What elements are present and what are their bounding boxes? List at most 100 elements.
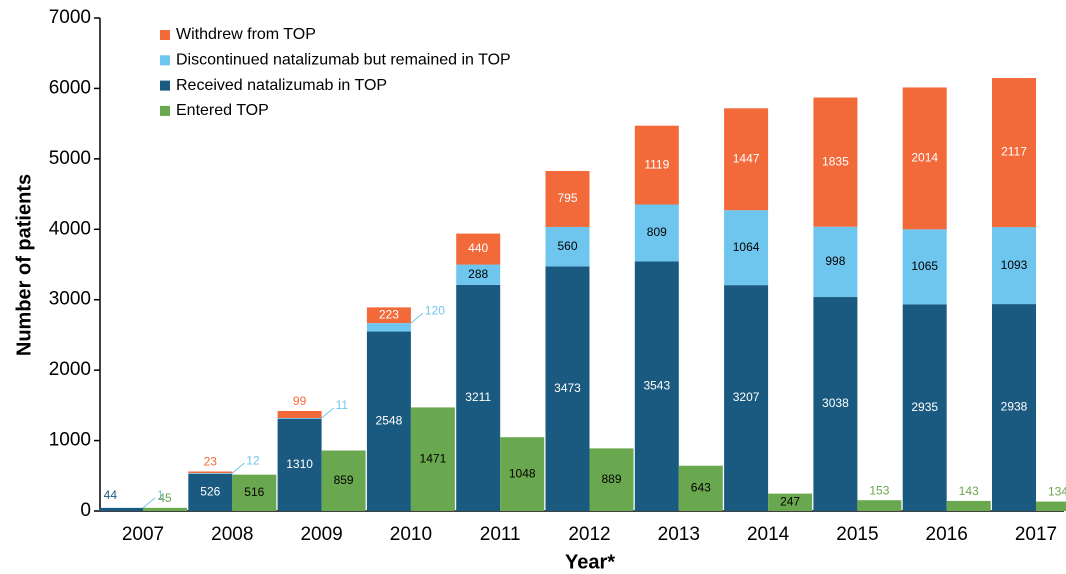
bar — [410, 407, 455, 511]
data-label: 120 — [425, 303, 445, 317]
data-label: 1064 — [733, 240, 760, 254]
data-label: 1835 — [822, 154, 849, 168]
data-label: 2117 — [1001, 145, 1027, 159]
x-tick-label: 2016 — [926, 524, 968, 545]
bar-segment — [188, 471, 233, 474]
bar-segment — [813, 97, 858, 227]
bar-segment — [456, 264, 501, 285]
bar-segment — [277, 417, 322, 419]
data-label: 1 — [157, 488, 164, 502]
bar-segment — [902, 304, 947, 511]
bar-segment — [456, 233, 501, 265]
y-tick-label: 1000 — [49, 430, 91, 451]
bar-segment — [992, 78, 1036, 228]
data-label: 134 — [1048, 485, 1066, 499]
bar-segment — [902, 229, 947, 305]
x-axis-title: Year* — [565, 551, 615, 573]
data-label: 1310 — [286, 457, 313, 471]
data-label: 288 — [468, 267, 488, 281]
bar-segment — [724, 108, 769, 211]
data-label: 3543 — [643, 378, 670, 392]
x-tick-label: 2012 — [568, 524, 610, 545]
y-tick-label: 7000 — [49, 7, 91, 28]
y-tick-label: 5000 — [49, 148, 91, 169]
y-tick-label: 4000 — [49, 218, 91, 239]
legend-marker — [160, 80, 170, 91]
data-label: 99 — [293, 394, 307, 408]
data-label: 516 — [244, 485, 264, 499]
data-label: 12 — [246, 453, 260, 467]
x-tick-label: 2017 — [1015, 524, 1057, 545]
data-label: 2548 — [376, 413, 403, 427]
bar — [143, 507, 187, 511]
data-label: 1447 — [733, 151, 760, 165]
data-label: 2014 — [911, 151, 938, 165]
x-tick-label: 2010 — [390, 524, 432, 545]
bar — [1036, 501, 1066, 511]
data-label: 795 — [557, 191, 577, 205]
bar-segment — [366, 307, 411, 324]
x-tick-label: 2015 — [836, 524, 878, 545]
bar — [589, 448, 634, 511]
bar-segment — [366, 323, 411, 332]
legend-label: Withdrew from TOP — [176, 26, 316, 43]
legend-label: Received natalizumab in TOP — [176, 77, 387, 94]
x-tick-label: 2014 — [747, 524, 790, 545]
legend-label: Discontinued natalizumab but remained in… — [176, 52, 511, 69]
bar-segment — [545, 170, 590, 227]
bar-segment — [992, 227, 1036, 305]
legend-label: Entered TOP — [176, 102, 269, 119]
data-label: 3211 — [465, 390, 491, 404]
data-label: 560 — [557, 239, 577, 253]
legend-marker — [160, 55, 170, 66]
y-tick-label: 3000 — [49, 289, 91, 310]
data-label: 1119 — [644, 157, 669, 171]
leader-line — [321, 407, 334, 419]
data-label: 889 — [601, 472, 621, 486]
bar-segment — [188, 473, 233, 474]
leader-line — [231, 462, 245, 474]
x-tick-label: 2013 — [658, 524, 700, 545]
y-tick-label: 2000 — [49, 359, 91, 380]
x-tick-label: 2008 — [211, 524, 253, 545]
bar-segment — [456, 284, 501, 511]
data-label: 11 — [336, 398, 349, 412]
data-label: 643 — [691, 481, 711, 495]
bar — [232, 474, 277, 511]
bar-segment — [188, 473, 233, 511]
bar-segment — [724, 210, 769, 286]
bar-segment — [813, 226, 858, 298]
data-label: 23 — [204, 455, 218, 469]
bar-segment — [366, 331, 411, 511]
legend-marker — [160, 105, 170, 116]
bar — [857, 500, 902, 511]
data-label: 3207 — [733, 390, 760, 404]
bar-segment — [724, 285, 769, 511]
data-label: 1065 — [911, 259, 938, 273]
x-tick-label: 2007 — [122, 524, 164, 545]
bar-segment — [277, 418, 322, 511]
x-tick-label: 2009 — [300, 524, 342, 545]
bar — [321, 450, 366, 511]
data-label: 223 — [379, 307, 399, 321]
bar-segment — [545, 226, 590, 267]
bar-segment — [634, 261, 679, 511]
legend-marker — [160, 30, 170, 40]
x-tick-label: 2011 — [480, 524, 521, 545]
data-label: 247 — [780, 494, 800, 508]
data-label: 1471 — [420, 451, 447, 465]
leader-line — [142, 497, 156, 509]
data-label: 1048 — [509, 466, 536, 480]
bar-segment — [813, 297, 858, 511]
bar — [500, 437, 545, 511]
data-label: 143 — [959, 484, 979, 498]
bar-segment — [277, 410, 322, 418]
data-label: 809 — [647, 225, 667, 239]
bar-segment — [992, 304, 1036, 511]
bar — [678, 465, 723, 511]
data-label: 3473 — [554, 381, 581, 395]
data-label: 3038 — [822, 396, 849, 410]
data-label: 526 — [200, 485, 220, 499]
data-label: 998 — [825, 254, 845, 268]
